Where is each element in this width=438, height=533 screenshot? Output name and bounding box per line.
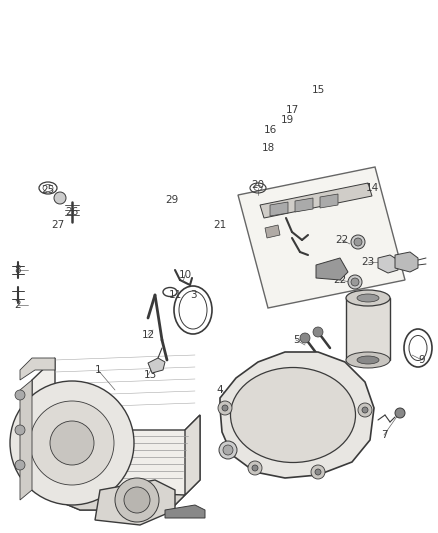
FancyBboxPatch shape: [346, 298, 390, 360]
Circle shape: [300, 333, 310, 343]
Text: 8: 8: [15, 265, 21, 275]
Text: 23: 23: [361, 257, 374, 267]
Polygon shape: [395, 252, 418, 272]
Polygon shape: [95, 480, 175, 525]
Circle shape: [358, 403, 372, 417]
Circle shape: [313, 327, 323, 337]
Circle shape: [223, 445, 233, 455]
Circle shape: [54, 192, 66, 204]
Circle shape: [351, 278, 359, 286]
Ellipse shape: [346, 290, 390, 306]
Circle shape: [115, 478, 159, 522]
Text: 7: 7: [381, 430, 387, 440]
Polygon shape: [148, 358, 165, 373]
Text: 1: 1: [95, 365, 101, 375]
Text: 18: 18: [261, 143, 275, 153]
Circle shape: [219, 441, 237, 459]
Circle shape: [124, 487, 150, 513]
Polygon shape: [320, 194, 338, 208]
Circle shape: [30, 401, 114, 485]
Text: 5: 5: [293, 335, 299, 345]
Text: 13: 13: [143, 370, 157, 380]
Polygon shape: [32, 490, 185, 510]
Ellipse shape: [357, 294, 379, 302]
Circle shape: [311, 465, 325, 479]
Circle shape: [315, 469, 321, 475]
Circle shape: [362, 407, 368, 413]
Circle shape: [50, 421, 94, 465]
Circle shape: [248, 461, 262, 475]
Text: 21: 21: [213, 220, 226, 230]
Polygon shape: [238, 167, 405, 308]
Polygon shape: [260, 183, 372, 218]
Text: 26: 26: [65, 207, 79, 217]
Text: 24: 24: [389, 257, 403, 267]
Text: 17: 17: [286, 105, 299, 115]
Circle shape: [354, 238, 362, 246]
Polygon shape: [20, 380, 32, 500]
Text: 16: 16: [263, 125, 277, 135]
Polygon shape: [32, 358, 200, 510]
Text: 28: 28: [351, 337, 364, 347]
Polygon shape: [265, 225, 280, 238]
Text: 25: 25: [41, 185, 55, 195]
Circle shape: [348, 275, 362, 289]
Ellipse shape: [346, 352, 390, 368]
Text: 12: 12: [141, 330, 155, 340]
Circle shape: [10, 381, 134, 505]
Polygon shape: [220, 352, 374, 478]
Polygon shape: [378, 255, 398, 273]
Ellipse shape: [230, 367, 356, 463]
Ellipse shape: [357, 356, 379, 364]
Text: 3: 3: [190, 290, 196, 300]
Circle shape: [15, 460, 25, 470]
Polygon shape: [316, 258, 348, 280]
Text: 4: 4: [217, 385, 223, 395]
Polygon shape: [270, 202, 288, 216]
Text: 15: 15: [311, 85, 325, 95]
Text: 20: 20: [251, 180, 265, 190]
Circle shape: [15, 390, 25, 400]
Text: 29: 29: [166, 195, 179, 205]
Text: 10: 10: [178, 270, 191, 280]
Circle shape: [218, 401, 232, 415]
Text: 9: 9: [419, 355, 425, 365]
Polygon shape: [295, 198, 313, 212]
Circle shape: [15, 425, 25, 435]
Circle shape: [395, 408, 405, 418]
Polygon shape: [20, 358, 55, 380]
Circle shape: [222, 405, 228, 411]
Text: 22: 22: [333, 275, 346, 285]
Polygon shape: [185, 415, 200, 495]
Text: 22: 22: [336, 235, 349, 245]
Circle shape: [252, 465, 258, 471]
Circle shape: [351, 235, 365, 249]
Text: 11: 11: [168, 290, 182, 300]
Polygon shape: [165, 505, 205, 518]
Text: 19: 19: [280, 115, 293, 125]
Text: 27: 27: [51, 220, 65, 230]
Text: 2: 2: [15, 300, 21, 310]
Text: 14: 14: [365, 183, 378, 193]
Text: 6: 6: [305, 370, 311, 380]
